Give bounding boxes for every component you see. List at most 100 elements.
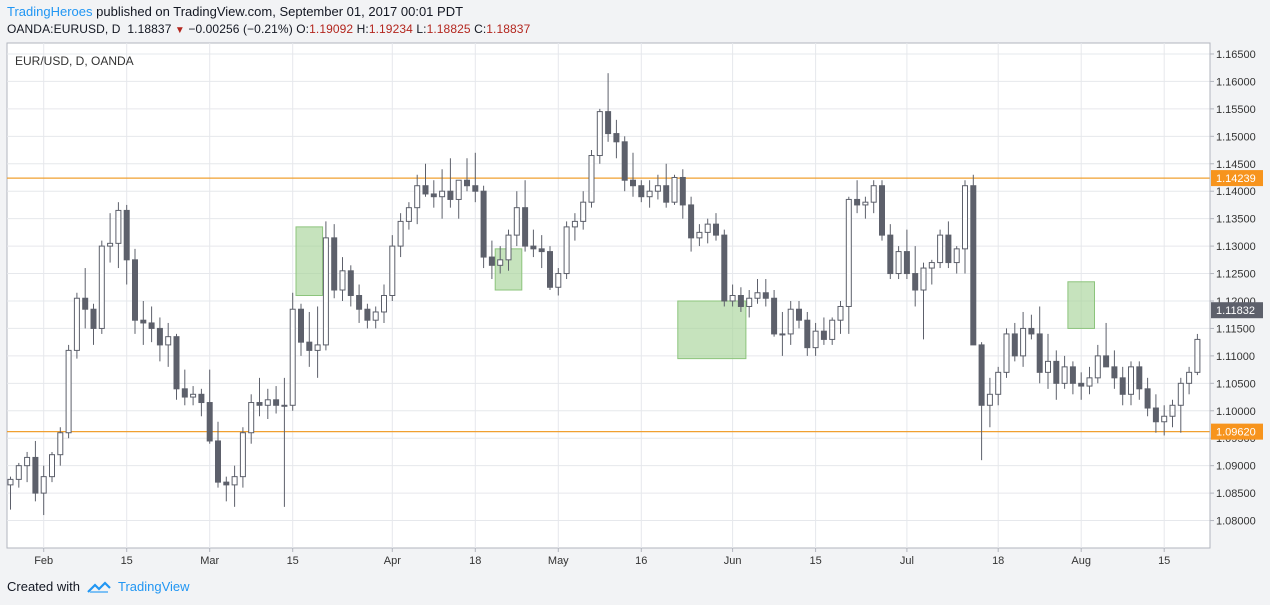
candle bbox=[986, 377, 993, 428]
candle bbox=[356, 284, 363, 323]
candle-body bbox=[638, 185, 645, 198]
candle-body bbox=[1152, 407, 1159, 423]
candle-body bbox=[447, 190, 454, 200]
candle-body bbox=[754, 292, 761, 299]
candle bbox=[32, 440, 39, 502]
candle-body bbox=[605, 111, 612, 135]
published-text: published on TradingView.com, September … bbox=[96, 4, 464, 19]
candle-body bbox=[49, 454, 55, 478]
price-tick-label: 1.14500 bbox=[1216, 159, 1256, 171]
candle bbox=[829, 317, 836, 345]
candle bbox=[621, 136, 628, 192]
time-tick-label: 15 bbox=[1158, 555, 1170, 567]
candle bbox=[522, 180, 529, 252]
price-tick-label: 1.16000 bbox=[1216, 76, 1256, 88]
candle-body bbox=[1069, 366, 1076, 384]
candle bbox=[513, 191, 520, 247]
candle bbox=[713, 213, 719, 241]
candle bbox=[439, 169, 446, 219]
candle-body bbox=[223, 481, 230, 486]
candle-body bbox=[264, 399, 271, 406]
level-price-label-bg bbox=[1211, 170, 1263, 187]
candle bbox=[879, 180, 885, 241]
candle-body bbox=[306, 341, 313, 351]
pattern-highlight-box bbox=[677, 300, 747, 360]
candle bbox=[613, 119, 620, 159]
candle bbox=[903, 229, 910, 280]
grid bbox=[7, 43, 1210, 548]
candle-body bbox=[1003, 333, 1010, 373]
candle-body bbox=[887, 234, 894, 275]
candle-body bbox=[646, 190, 653, 198]
candle-body bbox=[430, 193, 437, 198]
candle bbox=[480, 185, 487, 269]
tradingview-link[interactable]: TradingView bbox=[117, 579, 190, 594]
candle-body bbox=[671, 176, 678, 203]
candle-body bbox=[505, 234, 512, 261]
candle bbox=[1028, 314, 1035, 340]
candle bbox=[862, 196, 869, 219]
candle bbox=[156, 317, 163, 362]
candle-body bbox=[190, 393, 197, 398]
candle-body bbox=[32, 456, 39, 494]
candle bbox=[1152, 394, 1159, 433]
candle-body bbox=[422, 185, 429, 195]
candle bbox=[132, 248, 138, 334]
candle-body bbox=[381, 295, 387, 313]
candle bbox=[671, 174, 678, 205]
candle-body bbox=[571, 220, 578, 228]
candle-body bbox=[771, 297, 778, 335]
candle bbox=[405, 202, 412, 230]
candle bbox=[98, 240, 105, 334]
candle bbox=[580, 191, 587, 230]
candle-body bbox=[563, 226, 570, 275]
candle bbox=[1020, 311, 1027, 367]
price-tick-label: 1.10000 bbox=[1216, 406, 1256, 418]
candle bbox=[422, 163, 429, 197]
candle-body bbox=[688, 204, 695, 239]
candle-body bbox=[298, 308, 304, 343]
candle bbox=[920, 262, 927, 340]
candle-body bbox=[1053, 360, 1060, 384]
candle bbox=[1111, 350, 1118, 389]
price-axis-labels: 1.14239 1.09620 1.11832 bbox=[1211, 170, 1263, 440]
price-tick-label: 1.10500 bbox=[1216, 378, 1256, 390]
pattern-highlight-box bbox=[295, 226, 324, 296]
candle-body bbox=[829, 319, 836, 340]
candle bbox=[563, 221, 570, 280]
candle bbox=[679, 169, 686, 219]
candle-body bbox=[231, 476, 238, 486]
high-value: 1.19234 bbox=[368, 22, 413, 36]
time-axis[interactable]: Feb 15 Mar 15 Apr 18 May 16 Jun 15 Jul 18 Aug 15 bbox=[34, 548, 1170, 567]
level-price-label: 1.14239 bbox=[1216, 173, 1256, 185]
candle-body bbox=[621, 141, 628, 181]
candle-body bbox=[1177, 382, 1184, 406]
candle bbox=[24, 451, 31, 483]
candle bbox=[605, 73, 612, 142]
open-value: 1.19092 bbox=[309, 22, 354, 36]
price-tick-label: 1.11500 bbox=[1216, 323, 1255, 335]
candle-body bbox=[181, 388, 188, 398]
author-link[interactable]: TradingHeroes bbox=[7, 4, 93, 19]
candle bbox=[314, 306, 321, 378]
candle-body bbox=[455, 179, 462, 200]
candle bbox=[488, 240, 495, 280]
price-axis[interactable]: 1.080001.085001.090001.095001.100001.105… bbox=[1210, 49, 1256, 528]
candle bbox=[190, 386, 197, 406]
candle bbox=[248, 394, 255, 444]
time-tick-label: Jun bbox=[724, 555, 742, 567]
time-tick-label: Jul bbox=[900, 555, 914, 567]
candle bbox=[65, 344, 72, 439]
candle-body bbox=[1078, 382, 1085, 387]
candle-body bbox=[156, 327, 163, 346]
high-label: H: bbox=[356, 22, 369, 36]
candle bbox=[414, 174, 421, 225]
candle-body bbox=[1119, 377, 1126, 395]
candle-body bbox=[7, 478, 14, 486]
candle bbox=[1086, 366, 1093, 395]
chart-title: EUR/USD, D, OANDA bbox=[15, 54, 134, 68]
candle-body bbox=[389, 245, 396, 296]
candle-body bbox=[895, 251, 902, 275]
candle bbox=[804, 311, 811, 356]
